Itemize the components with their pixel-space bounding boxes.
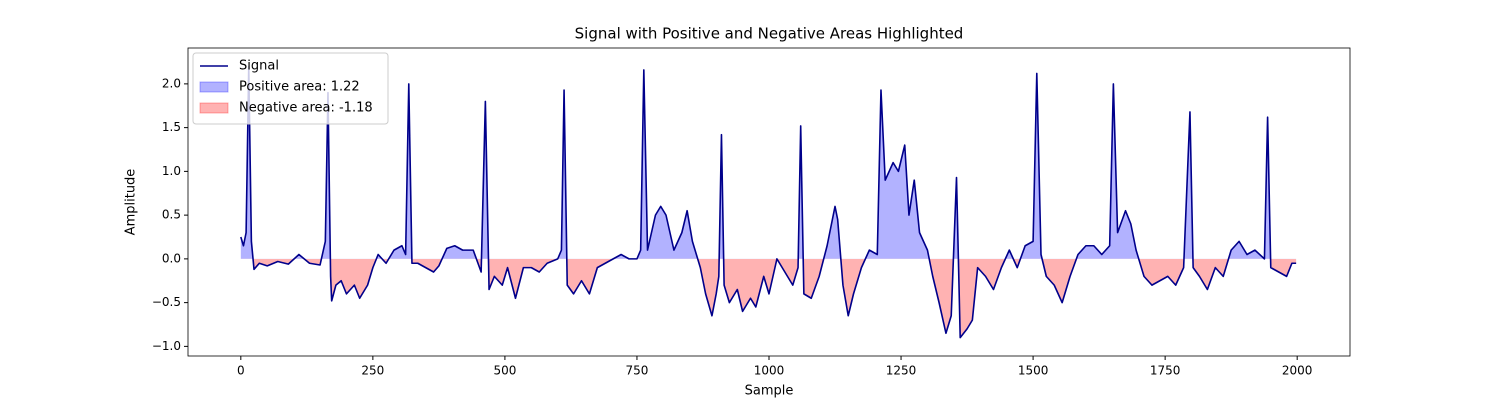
legend-box [192, 52, 389, 125]
y-tick-label: −1.0 [152, 339, 181, 353]
area-positive [240, 66, 1297, 259]
legend-label: Signal [239, 59, 279, 74]
x-tick-label: 2000 [1282, 364, 1313, 378]
x-tick-label: 0 [237, 364, 245, 378]
x-tick-label: 500 [493, 364, 516, 378]
plot-frame [187, 47, 1351, 357]
y-axis-label: Amplitude [124, 169, 139, 236]
x-tick-label: 1000 [754, 364, 785, 378]
x-tick-label: 1250 [886, 364, 917, 378]
legend-patch [199, 102, 229, 114]
chart-title: Signal with Positive and Negative Areas … [575, 25, 964, 43]
area-negative [240, 258, 1297, 338]
x-tick-label: 1500 [1018, 364, 1049, 378]
legend-patch [199, 81, 229, 93]
x-tick-label: 250 [361, 364, 384, 378]
x-axis-label: Sample [745, 384, 794, 399]
x-tick-label: 1750 [1150, 364, 1181, 378]
y-tick-label: 1.0 [162, 164, 181, 178]
y-tick-label: −0.5 [152, 295, 181, 309]
y-tick-label: 1.5 [162, 120, 181, 134]
y-tick-label: 0.5 [162, 208, 181, 222]
legend-label: Positive area: 1.22 [239, 80, 360, 95]
y-tick-label: 2.0 [162, 76, 181, 90]
legend-label: Negative area: -1.18 [239, 101, 373, 116]
y-tick-label: 0.0 [162, 251, 181, 265]
x-tick-label: 750 [626, 364, 649, 378]
signal-line [240, 65, 1297, 339]
